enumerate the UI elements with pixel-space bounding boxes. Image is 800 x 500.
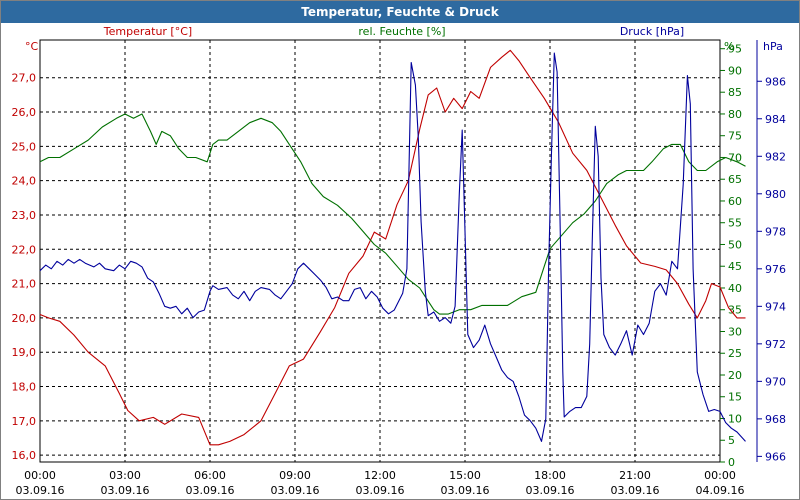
pressure-tick-label: 978 [765,225,786,238]
pressure-unit: hPa [763,40,783,53]
x-tick-date-label: 03.09.16 [16,484,65,497]
pressure-tick-label: 982 [765,150,786,163]
x-tick-time-label: 00:00 [704,469,736,482]
humidity-tick-label: 70 [728,151,742,164]
chart-title: Temperatur, Feuchte & Druck [1,1,799,23]
temperature-unit: °C [25,40,39,53]
humidity-tick-label: 60 [728,195,742,208]
temperature-tick-label: 23,0 [12,209,37,222]
temperature-tick-label: 16,0 [12,449,37,462]
humidity-tick-label: 90 [728,64,742,77]
humidity-tick-label: 35 [728,304,742,317]
temperature-tick-label: 20,0 [12,312,37,325]
humidity-unit: % [724,40,734,53]
humidity-tick-label: 95 [728,43,742,56]
humidity-series-line [39,113,746,315]
x-tick-date-label: 03.09.16 [611,484,660,497]
x-tick-date-label: 04.09.16 [696,484,745,497]
x-tick-date-label: 03.09.16 [441,484,490,497]
humidity-tick-label: 55 [728,217,742,230]
axis-ticks: 00:00 03.09.16 03:00 03.09.16 06:00 03.09.16 0… [12,40,786,497]
humidity-tick-label: 15 [728,391,742,404]
pressure-series-line [39,52,746,442]
x-tick-time-label: 06:00 [194,469,226,482]
humidity-tick-label: 5 [728,434,735,447]
temperature-tick-label: 21,0 [12,278,37,291]
x-tick-date-label: 03.09.16 [356,484,405,497]
humidity-tick-label: 40 [728,282,742,295]
plot-lines [39,49,746,446]
humidity-tick-label: 75 [728,130,742,143]
humidity-tick-label: 0 [728,456,735,469]
temperature-tick-label: 26,0 [12,106,37,119]
humidity-axis-label: rel. Feuchte [%] [358,25,445,38]
x-tick-date-label: 03.09.16 [186,484,235,497]
temperature-tick-label: 22,0 [12,243,37,256]
temperature-tick-label: 24,0 [12,175,37,188]
temperature-tick-label: 18,0 [12,381,37,394]
x-tick-time-label: 09:00 [279,469,311,482]
temperature-tick-label: 27,0 [12,72,37,85]
temperature-series-line [39,49,746,446]
humidity-tick-label: 50 [728,238,742,251]
pressure-tick-label: 974 [765,300,786,313]
pressure-tick-label: 976 [765,263,786,276]
pressure-axis-label: Druck [hPa] [620,25,684,38]
x-tick-time-label: 15:00 [449,469,481,482]
humidity-tick-label: 85 [728,86,742,99]
pressure-tick-label: 986 [765,75,786,88]
humidity-tick-label: 10 [728,412,742,425]
x-tick-time-label: 21:00 [619,469,651,482]
pressure-tick-label: 966 [765,450,786,463]
x-tick-time-label: 18:00 [534,469,566,482]
x-tick-date-label: 03.09.16 [271,484,320,497]
x-tick-time-label: 03:00 [109,469,141,482]
pressure-tick-label: 984 [765,113,786,126]
temperature-tick-label: 25,0 [12,140,37,153]
pressure-tick-label: 968 [765,413,786,426]
x-tick-time-label: 12:00 [364,469,396,482]
humidity-tick-label: 25 [728,347,742,360]
humidity-tick-label: 20 [728,369,742,382]
humidity-tick-label: 80 [728,108,742,121]
x-tick-date-label: 03.09.16 [101,484,150,497]
humidity-tick-label: 65 [728,173,742,186]
pressure-tick-label: 980 [765,188,786,201]
pressure-tick-label: 970 [765,375,786,388]
temperature-axis-label: Temperatur [°C] [103,25,192,38]
temperature-tick-label: 17,0 [12,415,37,428]
pressure-tick-label: 972 [765,338,786,351]
humidity-tick-label: 45 [728,260,742,273]
humidity-tick-label: 30 [728,325,742,338]
temperature-tick-label: 19,0 [12,346,37,359]
grid-lines [39,39,721,463]
x-tick-date-label: 03.09.16 [526,484,575,497]
x-tick-time-label: 00:00 [24,469,56,482]
